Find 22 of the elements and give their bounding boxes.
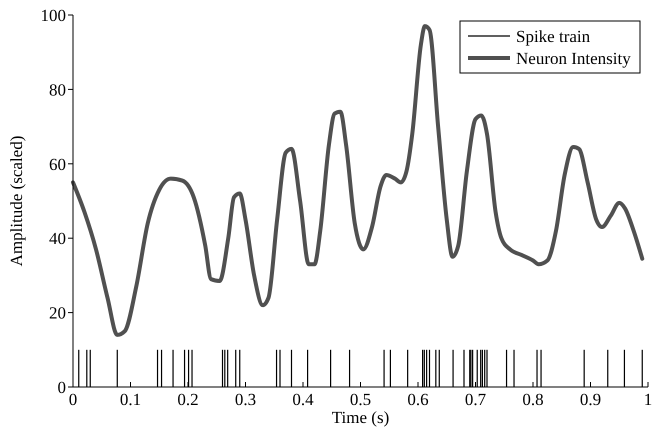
x-axis-title: Time (s) xyxy=(332,408,390,427)
y-tick-label: 100 xyxy=(40,6,66,25)
x-tick-label: 0.3 xyxy=(234,390,256,409)
x-tick-label: 0.4 xyxy=(292,390,314,409)
line-series xyxy=(71,24,644,337)
x-tick-label: 0 xyxy=(68,390,78,409)
x-tick-label: 1 xyxy=(644,390,652,409)
x-tick-label: 0.5 xyxy=(350,390,372,409)
x-tick-label: 0.6 xyxy=(407,390,429,409)
legend-label: Spike train xyxy=(516,26,591,46)
y-axis-title: Amplitude (scaled) xyxy=(7,136,26,266)
x-tick-label: 0.9 xyxy=(580,390,602,409)
x-tick-label: 0.2 xyxy=(177,390,199,409)
x-tick-label: 0.7 xyxy=(464,390,487,409)
x-tick-label: 0.8 xyxy=(522,390,544,409)
y-tick-label: 60 xyxy=(49,154,66,174)
y-tick-label: 80 xyxy=(49,80,66,100)
y-tick-label: 40 xyxy=(49,229,66,248)
y-tick-label: 0 xyxy=(58,378,66,397)
legend-label: Neuron Intensity xyxy=(516,48,632,68)
x-tick-label: 0.1 xyxy=(120,390,142,409)
y-tick-label: 20 xyxy=(49,304,66,323)
